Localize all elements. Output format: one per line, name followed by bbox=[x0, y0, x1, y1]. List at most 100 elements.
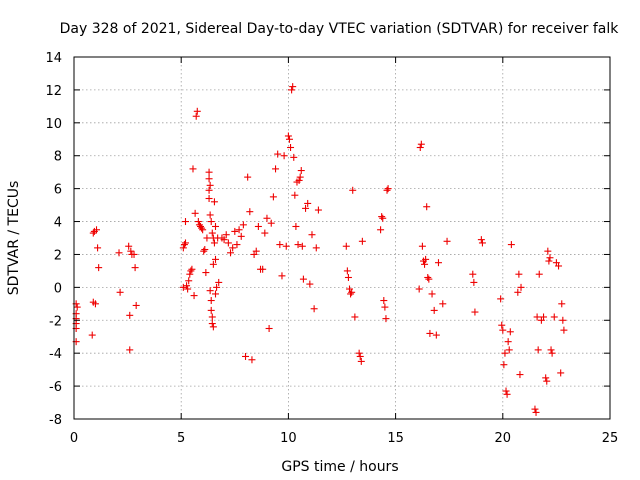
data-point bbox=[131, 264, 139, 272]
data-point bbox=[220, 236, 228, 244]
data-point bbox=[205, 175, 213, 183]
data-point bbox=[314, 206, 322, 214]
x-tick-labels: 0 5 10 15 20 25 bbox=[70, 431, 618, 446]
data-point bbox=[125, 242, 133, 250]
data-point bbox=[306, 280, 314, 288]
data-point bbox=[515, 270, 523, 278]
data-point bbox=[93, 226, 101, 234]
data-point bbox=[357, 357, 365, 365]
data-point bbox=[267, 219, 275, 227]
data-point bbox=[421, 260, 429, 268]
data-point bbox=[344, 273, 352, 281]
y-tick-label: 8 bbox=[54, 150, 62, 165]
data-point bbox=[180, 241, 188, 249]
data-point bbox=[471, 308, 479, 316]
x-tick-label: 5 bbox=[177, 431, 185, 446]
data-point bbox=[477, 236, 485, 244]
data-point bbox=[206, 287, 214, 295]
data-point bbox=[272, 165, 280, 173]
data-point bbox=[470, 278, 478, 286]
data-point bbox=[126, 311, 134, 319]
data-point bbox=[507, 241, 515, 249]
data-point bbox=[517, 283, 525, 291]
data-point bbox=[130, 250, 138, 258]
data-point bbox=[560, 326, 568, 334]
data-point bbox=[506, 328, 514, 336]
y-tick-label: -4 bbox=[49, 347, 62, 362]
data-point bbox=[207, 297, 215, 305]
data-point bbox=[244, 173, 252, 181]
data-point bbox=[193, 107, 201, 115]
data-point bbox=[381, 303, 389, 311]
data-point bbox=[302, 204, 310, 212]
data-point bbox=[294, 241, 302, 249]
data-point bbox=[343, 267, 351, 275]
data-point bbox=[417, 140, 425, 148]
data-point bbox=[416, 144, 424, 151]
data-point bbox=[382, 315, 390, 323]
y-tick-label: 6 bbox=[54, 183, 62, 198]
data-point bbox=[290, 153, 298, 161]
data-point bbox=[263, 214, 271, 222]
data-point bbox=[184, 285, 192, 293]
data-point bbox=[544, 247, 552, 255]
y-tick-label: 4 bbox=[54, 216, 62, 231]
data-point bbox=[116, 288, 124, 296]
data-point bbox=[231, 227, 239, 235]
data-point bbox=[503, 390, 511, 398]
data-point bbox=[299, 275, 307, 283]
data-point bbox=[179, 244, 187, 252]
data-point bbox=[434, 259, 442, 267]
data-point bbox=[227, 249, 235, 257]
data-point bbox=[188, 265, 196, 273]
data-point bbox=[548, 349, 556, 357]
data-point bbox=[532, 408, 540, 416]
data-point bbox=[540, 313, 548, 321]
data-point bbox=[546, 254, 554, 262]
data-point bbox=[186, 270, 194, 278]
data-point bbox=[418, 242, 426, 250]
data-point bbox=[424, 273, 432, 281]
data-point bbox=[543, 377, 551, 385]
data-point bbox=[500, 361, 508, 369]
y-tick-labels: -8 -6 -4 -2 0 2 4 6 8 10 12 14 bbox=[45, 51, 62, 428]
x-tick-label: 15 bbox=[387, 431, 404, 446]
data-point bbox=[425, 275, 433, 283]
data-point bbox=[533, 313, 541, 321]
data-point bbox=[377, 226, 385, 234]
data-point bbox=[378, 213, 386, 221]
data-point bbox=[224, 239, 232, 247]
y-tick-label: 0 bbox=[54, 281, 62, 296]
data-point bbox=[252, 247, 260, 255]
data-point bbox=[94, 244, 102, 252]
data-point bbox=[235, 226, 243, 234]
data-point bbox=[380, 297, 388, 305]
data-point bbox=[206, 181, 214, 189]
y-tick-label: -8 bbox=[49, 413, 62, 428]
data-point bbox=[261, 229, 269, 237]
data-point bbox=[356, 352, 364, 360]
data-point bbox=[505, 346, 513, 354]
data-point bbox=[428, 290, 436, 298]
data-point bbox=[95, 264, 103, 272]
data-point bbox=[199, 226, 207, 234]
data-point bbox=[259, 265, 267, 273]
data-point bbox=[207, 306, 215, 314]
data-point bbox=[213, 283, 221, 291]
x-tick-label: 20 bbox=[495, 431, 512, 446]
data-point bbox=[229, 244, 237, 252]
data-point bbox=[297, 167, 305, 175]
data-point bbox=[542, 374, 550, 382]
data-point bbox=[187, 267, 195, 275]
data-point bbox=[439, 300, 447, 308]
data-point bbox=[469, 270, 477, 278]
data-point bbox=[348, 288, 356, 296]
data-point bbox=[280, 152, 288, 160]
data-point bbox=[205, 195, 213, 203]
data-point bbox=[212, 222, 220, 230]
y-tick-label: 14 bbox=[45, 51, 62, 66]
data-point bbox=[132, 301, 140, 309]
data-point bbox=[210, 198, 218, 206]
y-tick-label: -2 bbox=[49, 314, 62, 329]
